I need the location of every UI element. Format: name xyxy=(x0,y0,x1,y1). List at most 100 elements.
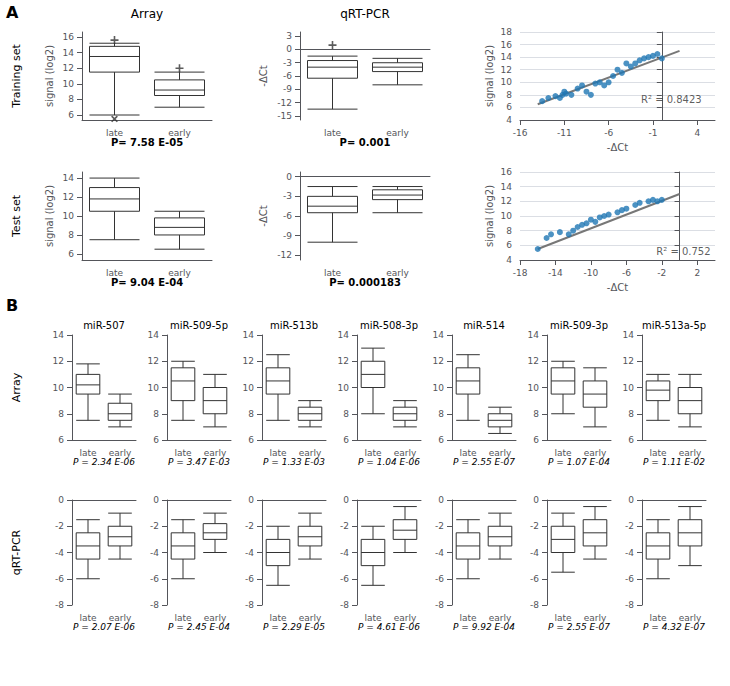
svg-text:qRT-PCR: qRT-PCR xyxy=(340,7,390,21)
svg-text:-8: -8 xyxy=(340,600,349,610)
svg-text:-9: -9 xyxy=(283,231,292,241)
svg-text:P = 2.55 E-07: P = 2.55 E-07 xyxy=(453,457,515,467)
svg-text:late: late xyxy=(79,613,97,623)
svg-text:P = 4.32 E-07: P = 4.32 E-07 xyxy=(643,622,705,632)
svg-text:-11: -11 xyxy=(557,128,572,138)
svg-text:-2: -2 xyxy=(150,521,159,531)
svg-text:-2: -2 xyxy=(340,521,349,531)
svg-text:late: late xyxy=(459,448,477,458)
svg-text:10: 10 xyxy=(433,383,445,393)
svg-text:-2: -2 xyxy=(245,521,254,531)
svg-text:6: 6 xyxy=(533,435,539,445)
svg-text:late: late xyxy=(364,613,382,623)
svg-text:0: 0 xyxy=(248,495,254,505)
svg-text:6: 6 xyxy=(68,110,74,120)
svg-text:12: 12 xyxy=(243,356,254,366)
svg-text:P = 9.92 E-04: P = 9.92 E-04 xyxy=(453,622,515,632)
svg-text:miR-507: miR-507 xyxy=(83,320,125,331)
svg-text:0: 0 xyxy=(438,495,444,505)
svg-text:early: early xyxy=(489,613,512,623)
svg-text:10: 10 xyxy=(53,383,65,393)
svg-text:0: 0 xyxy=(533,495,539,505)
svg-text:late: late xyxy=(269,613,287,623)
svg-text:12: 12 xyxy=(623,356,634,366)
svg-text:P = 2.45 E-04: P = 2.45 E-04 xyxy=(168,622,230,632)
svg-text:-6: -6 xyxy=(245,574,254,584)
svg-text:Test set: Test set xyxy=(10,194,23,238)
svg-text:-4: -4 xyxy=(340,548,349,558)
svg-text:8: 8 xyxy=(506,226,512,236)
svg-text:-8: -8 xyxy=(150,600,159,610)
svg-text:16: 16 xyxy=(501,40,513,50)
svg-text:12: 12 xyxy=(501,196,512,206)
svg-text:8: 8 xyxy=(153,409,159,419)
svg-text:P = 2.29 E-05: P = 2.29 E-05 xyxy=(263,622,325,632)
svg-text:-6: -6 xyxy=(283,71,292,81)
svg-text:R² = 0.8423: R² = 0.8423 xyxy=(641,94,702,105)
svg-text:10: 10 xyxy=(338,383,350,393)
svg-text:8: 8 xyxy=(248,409,254,419)
svg-text:late: late xyxy=(106,128,124,138)
svg-text:early: early xyxy=(168,268,191,278)
svg-text:late: late xyxy=(79,448,97,458)
svg-text:3: 3 xyxy=(286,31,292,41)
svg-text:miR-513b: miR-513b xyxy=(270,320,318,331)
svg-text:-6: -6 xyxy=(435,574,444,584)
svg-text:6: 6 xyxy=(628,435,634,445)
svg-text:early: early xyxy=(584,448,607,458)
svg-text:12: 12 xyxy=(63,63,74,73)
svg-text:8: 8 xyxy=(68,230,74,240)
svg-text:-8: -8 xyxy=(625,600,634,610)
svg-text:8: 8 xyxy=(58,409,64,419)
svg-text:12: 12 xyxy=(148,356,159,366)
svg-text:P= 9.04 E-04: P= 9.04 E-04 xyxy=(111,277,183,288)
svg-text:early: early xyxy=(386,268,409,278)
svg-text:Array: Array xyxy=(131,7,163,21)
svg-text:-12: -12 xyxy=(277,250,292,260)
svg-text:14: 14 xyxy=(528,330,540,340)
svg-text:8: 8 xyxy=(438,409,444,419)
svg-text:signal (log2): signal (log2) xyxy=(484,185,495,247)
svg-text:-6: -6 xyxy=(625,574,634,584)
svg-text:P = 1.04 E-06: P = 1.04 E-06 xyxy=(358,457,420,467)
svg-text:12: 12 xyxy=(501,65,512,75)
svg-text:-10: -10 xyxy=(584,268,599,278)
svg-text:6: 6 xyxy=(68,249,74,259)
svg-text:early: early xyxy=(679,448,702,458)
svg-text:P= 0.000183: P= 0.000183 xyxy=(329,277,401,288)
svg-text:P = 1.07 E-04: P = 1.07 E-04 xyxy=(548,457,610,467)
svg-text:-ΔCt: -ΔCt xyxy=(607,142,628,153)
svg-text:early: early xyxy=(109,448,132,458)
svg-text:late: late xyxy=(649,613,667,623)
svg-text:late: late xyxy=(174,613,192,623)
svg-text:P= 0.001: P= 0.001 xyxy=(340,137,391,148)
svg-text:early: early xyxy=(109,613,132,623)
svg-text:P = 1.33 E-03: P = 1.33 E-03 xyxy=(263,457,325,467)
svg-text:signal (log2): signal (log2) xyxy=(484,45,495,107)
svg-text:-2: -2 xyxy=(55,521,64,531)
svg-text:late: late xyxy=(324,268,342,278)
svg-text:14: 14 xyxy=(63,173,75,183)
svg-text:signal (log2): signal (log2) xyxy=(44,185,55,247)
svg-text:10: 10 xyxy=(63,79,75,89)
svg-text:miR-514: miR-514 xyxy=(463,320,505,331)
svg-text:-6: -6 xyxy=(604,128,613,138)
svg-text:-9: -9 xyxy=(283,84,292,94)
svg-text:4: 4 xyxy=(506,115,512,125)
svg-text:-3: -3 xyxy=(283,191,292,201)
svg-text:-4: -4 xyxy=(150,548,159,558)
svg-text:-6: -6 xyxy=(150,574,159,584)
svg-text:P = 2.55 E-07: P = 2.55 E-07 xyxy=(548,622,610,632)
svg-text:-4: -4 xyxy=(625,548,634,558)
svg-text:late: late xyxy=(106,268,124,278)
svg-text:10: 10 xyxy=(501,77,513,87)
svg-text:8: 8 xyxy=(506,90,512,100)
svg-text:12: 12 xyxy=(528,356,539,366)
svg-text:12: 12 xyxy=(433,356,444,366)
svg-text:14: 14 xyxy=(501,182,513,192)
svg-text:-16: -16 xyxy=(513,128,528,138)
svg-text:8: 8 xyxy=(533,409,539,419)
svg-text:signal (log2): signal (log2) xyxy=(44,45,55,107)
svg-text:-6: -6 xyxy=(530,574,539,584)
svg-text:0: 0 xyxy=(286,44,292,54)
